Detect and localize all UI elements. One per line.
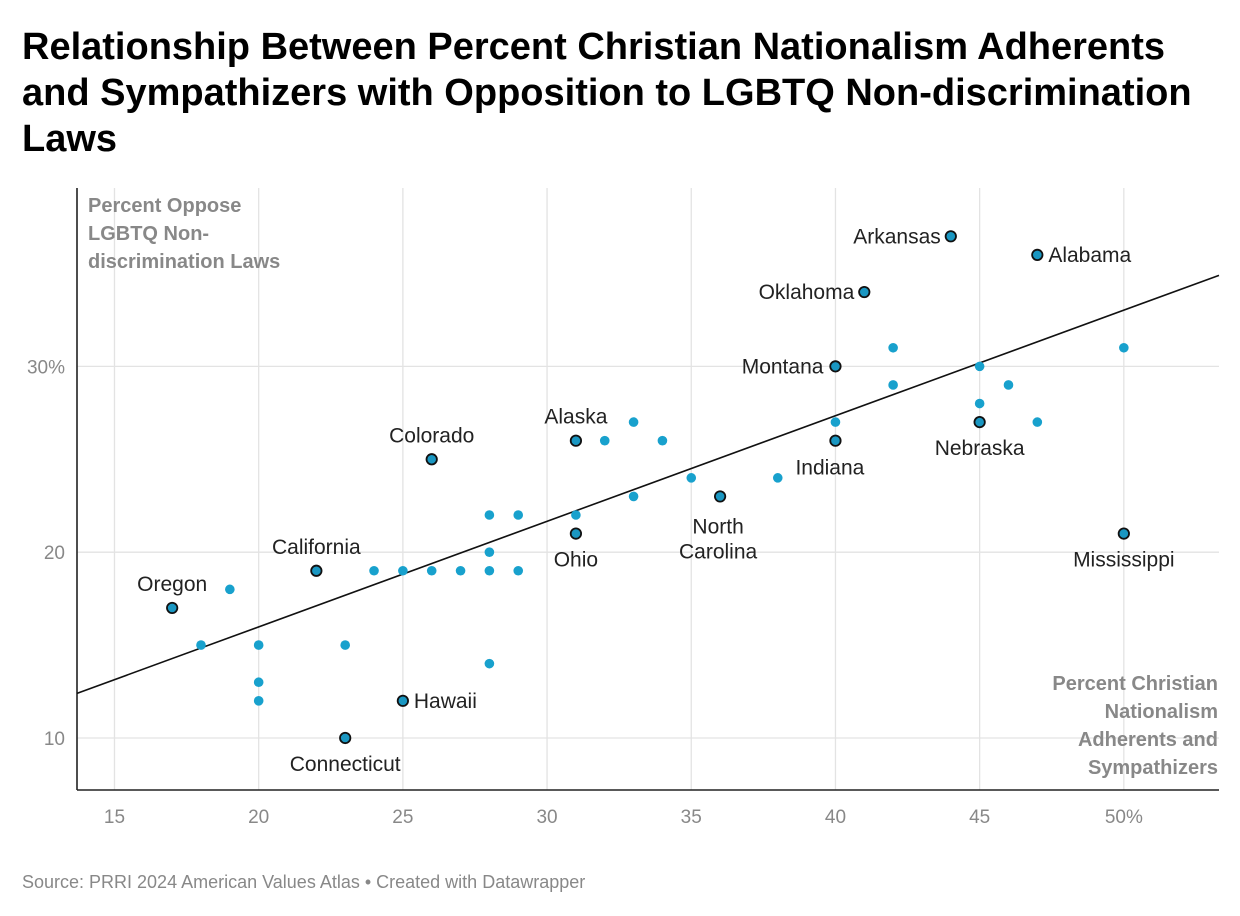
data-point — [253, 640, 264, 650]
point-label-colorado: Colorado — [389, 424, 474, 447]
point-labels: Arkansas Alabama Oklahoma Montana Nebraska In… — [137, 225, 1174, 776]
point-label-north-carolina: North Carolina — [679, 515, 758, 563]
x-axis-title: Percent Christian Nationalism Adherents an… — [1052, 673, 1218, 779]
data-point-alabama — [1031, 248, 1044, 261]
data-point — [484, 658, 495, 669]
grid-layer — [77, 188, 1219, 790]
data-point — [340, 640, 350, 650]
data-point — [888, 380, 898, 390]
point-label-connecticut: Connecticut — [290, 753, 401, 776]
y-tick-label: 30% — [27, 357, 65, 378]
x-tick-label: 30 — [536, 807, 557, 828]
data-point — [253, 696, 264, 706]
x-tick-label: 40 — [825, 807, 846, 828]
data-point — [513, 565, 524, 576]
data-point — [628, 491, 639, 502]
data-point — [686, 473, 697, 483]
x-tick-label: 45 — [969, 807, 990, 828]
y-axis-title: Percent Oppose LGBTQ Non-discrimination L… — [88, 195, 280, 273]
point-label-oregon: Oregon — [137, 573, 207, 596]
data-point — [253, 677, 264, 688]
data-point-nebraska — [973, 416, 986, 429]
data-point-mississippi — [1117, 527, 1130, 540]
data-point — [196, 640, 206, 650]
x-tick-label: 15 — [104, 807, 125, 828]
data-point-oklahoma — [858, 285, 871, 299]
data-point-california — [310, 564, 323, 577]
data-point — [484, 565, 495, 576]
data-point — [974, 361, 985, 372]
data-point — [1003, 380, 1014, 390]
x-tick-label: 20 — [248, 807, 269, 828]
point-label-alabama: Alabama — [1048, 244, 1131, 267]
data-point — [484, 547, 495, 557]
point-label-oklahoma: Oklahoma — [759, 281, 855, 304]
data-point — [830, 417, 841, 427]
data-point-alaska — [569, 434, 583, 447]
data-point — [484, 510, 495, 520]
data-point — [513, 510, 524, 520]
data-point — [571, 510, 581, 520]
data-point-arkansas — [944, 230, 957, 243]
trend-line — [76, 274, 1220, 695]
data-point-montana — [829, 360, 842, 373]
data-point — [426, 565, 437, 576]
tick-labels: 15 20 25 30 35 40 45 50% 10 20 30% — [27, 357, 1143, 828]
point-label-montana: Montana — [742, 355, 824, 378]
point-label-california: California — [272, 536, 361, 559]
data-point — [1032, 417, 1043, 427]
x-tick-label: 35 — [681, 807, 702, 828]
point-label-ohio: Ohio — [554, 549, 598, 572]
point-label-indiana: Indiana — [795, 457, 864, 480]
data-point-oregon — [166, 601, 179, 615]
data-point — [455, 565, 466, 576]
x-tick-label: 50% — [1105, 807, 1143, 828]
data-point — [657, 435, 668, 446]
data-point-colorado — [425, 453, 438, 466]
point-label-nebraska: Nebraska — [935, 437, 1025, 460]
data-point-north-carolina — [713, 490, 727, 503]
point-label-alaska: Alaska — [544, 406, 607, 429]
x-tick-label: 25 — [392, 807, 413, 828]
point-label-arkansas: Arkansas — [853, 225, 941, 248]
data-point — [888, 342, 898, 353]
y-tick-label: 20 — [44, 543, 65, 564]
y-tick-label: 10 — [44, 729, 65, 750]
data-point-hawaii — [396, 694, 409, 707]
data-point — [225, 584, 235, 595]
data-point — [974, 398, 985, 409]
data-point-connecticut — [339, 731, 352, 745]
point-label-hawaii: Hawaii — [414, 690, 477, 713]
data-point — [398, 565, 408, 576]
data-point-ohio — [569, 527, 583, 540]
data-point — [628, 417, 639, 427]
data-point — [772, 473, 783, 483]
data-point — [1119, 342, 1129, 353]
data-point — [369, 565, 379, 576]
point-label-mississippi: Mississippi — [1073, 549, 1175, 572]
chart-title: Relationship Between Percent Christian N… — [22, 26, 1192, 160]
source-note: Source: PRRI 2024 American Values Atlas … — [22, 872, 586, 892]
data-points — [166, 230, 1130, 745]
data-point-indiana — [829, 434, 842, 447]
data-point — [599, 435, 610, 446]
